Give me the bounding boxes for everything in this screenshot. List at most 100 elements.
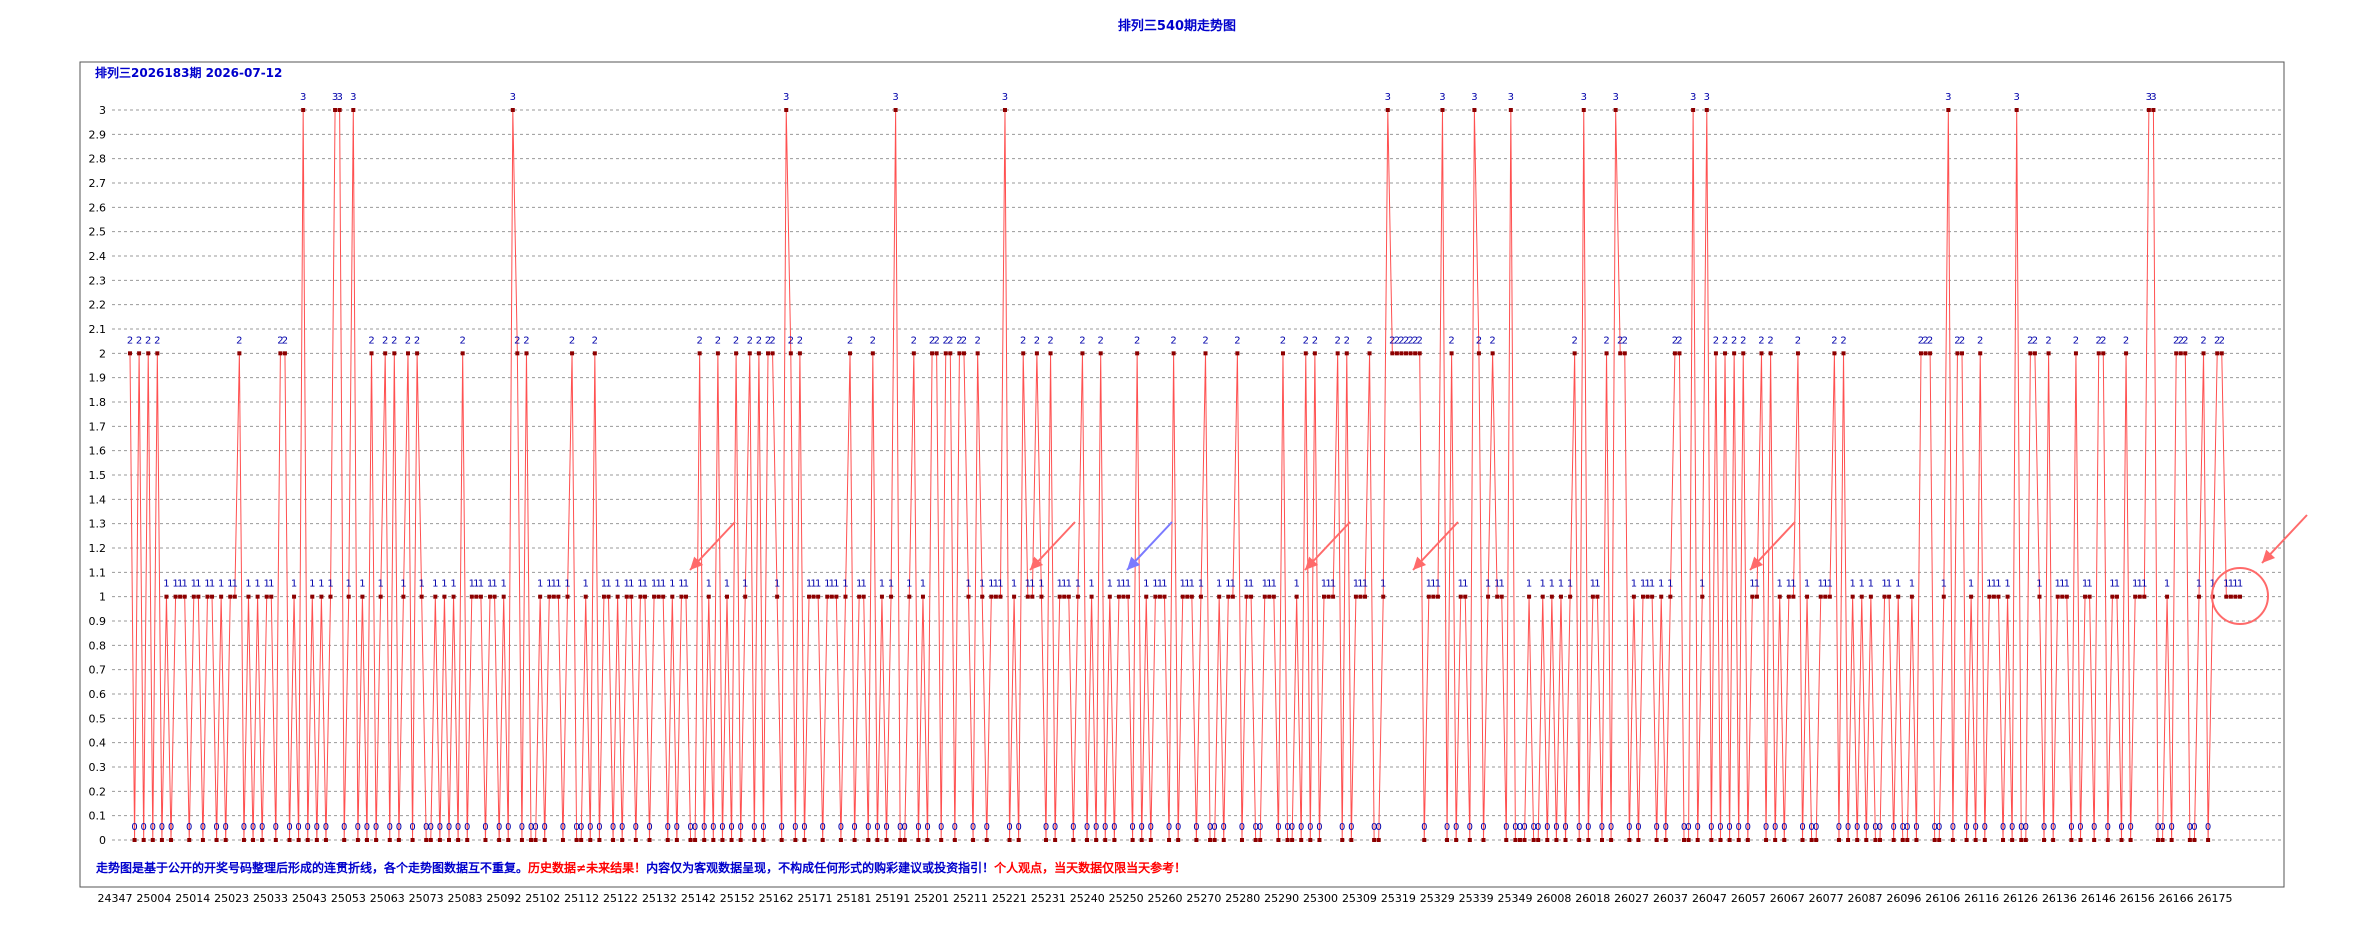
y-tick-label: 2 [99,347,106,360]
data-point [1431,594,1436,599]
point-value-label: 1 [1271,579,1277,590]
point-value-label: 1 [195,579,201,590]
point-value-label: 1 [724,579,730,590]
data-point [1987,594,1992,599]
point-value-label: 1 [1540,579,1546,590]
data-point [793,838,798,842]
data-point [1923,351,1928,356]
point-value-label: 1 [1157,579,1163,590]
data-point [437,838,442,842]
data-point [1262,594,1267,599]
point-value-label: 0 [596,822,602,833]
data-point [1399,351,1404,356]
point-value-label: 1 [861,579,867,590]
point-value-label: 0 [1006,822,1012,833]
point-value-label: 1 [1198,579,1204,590]
data-point [1691,108,1696,112]
data-point [642,594,647,599]
data-point [214,838,219,842]
point-value-label: 1 [181,579,187,590]
point-value-label: 1 [637,579,643,590]
point-value-label: 0 [1207,822,1213,833]
data-point [1823,594,1828,599]
x-tick-label: 26146 [2081,892,2116,905]
point-value-label: 2 [943,335,949,346]
data-point [1157,594,1162,599]
data-point [902,838,907,842]
data-point [1449,351,1454,356]
data-point [1928,351,1933,356]
data-point [292,594,297,599]
data-point [1950,838,1955,842]
point-value-label: 0 [1904,822,1910,833]
data-point [1859,594,1864,599]
data-point [2187,838,2192,842]
point-value-label: 0 [2168,822,2174,833]
data-point [1312,351,1317,356]
data-point [310,594,315,599]
data-point [1759,351,1764,356]
point-value-label: 3 [1690,92,1696,103]
footnote-segment: 历史数据≠未来结果！ [528,860,646,875]
x-tick-label: 26057 [1731,892,1766,905]
data-point [2069,838,2074,842]
data-point [2128,838,2133,842]
point-value-label: 2 [797,335,803,346]
data-point [1217,594,1222,599]
data-point [2101,351,2106,356]
point-value-label: 0 [1562,822,1568,833]
data-point [1887,594,1892,599]
data-point [1367,351,1372,356]
point-value-label: 0 [2118,822,2124,833]
point-value-label: 0 [778,822,784,833]
point-value-label: 1 [1180,579,1186,590]
point-value-label: 1 [254,579,260,590]
point-value-label: 1 [1649,579,1655,590]
data-point [1864,838,1869,842]
point-value-label: 1 [1075,579,1081,590]
data-point [196,594,201,599]
data-point [706,594,711,599]
y-tick-label: 1.1 [89,566,107,579]
data-point [907,594,912,599]
data-point [2046,351,2051,356]
data-point [378,594,383,599]
data-point [797,351,802,356]
y-tick-label: 0.8 [89,639,107,652]
point-value-label: 3 [2014,92,2020,103]
x-tick-label: 25023 [214,892,249,905]
point-value-label: 1 [1699,579,1705,590]
x-tick-label: 25152 [720,892,755,905]
point-value-label: 0 [305,822,311,833]
data-point [155,351,160,356]
point-value-label: 1 [546,579,552,590]
point-value-label: 1 [264,579,270,590]
point-value-label: 0 [1685,822,1691,833]
y-tick-label: 0.4 [89,737,107,750]
point-value-label: 1 [2132,579,2138,590]
y-tick-label: 0.6 [89,688,107,701]
point-value-label: 0 [1221,822,1227,833]
point-value-label: 1 [1353,579,1359,590]
point-value-label: 0 [2187,822,2193,833]
data-point [355,838,360,842]
data-point [948,351,953,356]
point-value-label: 2 [2096,335,2102,346]
point-value-label: 0 [728,822,734,833]
data-point [533,838,538,842]
data-point [237,351,242,356]
point-value-label: 0 [1139,822,1145,833]
data-point [278,351,283,356]
point-value-label: 1 [1056,579,1062,590]
point-value-label: 1 [2086,579,2092,590]
data-point [1868,594,1873,599]
y-tick-label: 0 [99,834,106,847]
data-point [961,351,966,356]
point-value-label: 0 [1963,822,1969,833]
data-point [2165,594,2170,599]
data-point [164,594,169,599]
data-point [191,594,196,599]
data-point [415,351,420,356]
data-point [200,838,205,842]
point-value-label: 0 [1093,822,1099,833]
